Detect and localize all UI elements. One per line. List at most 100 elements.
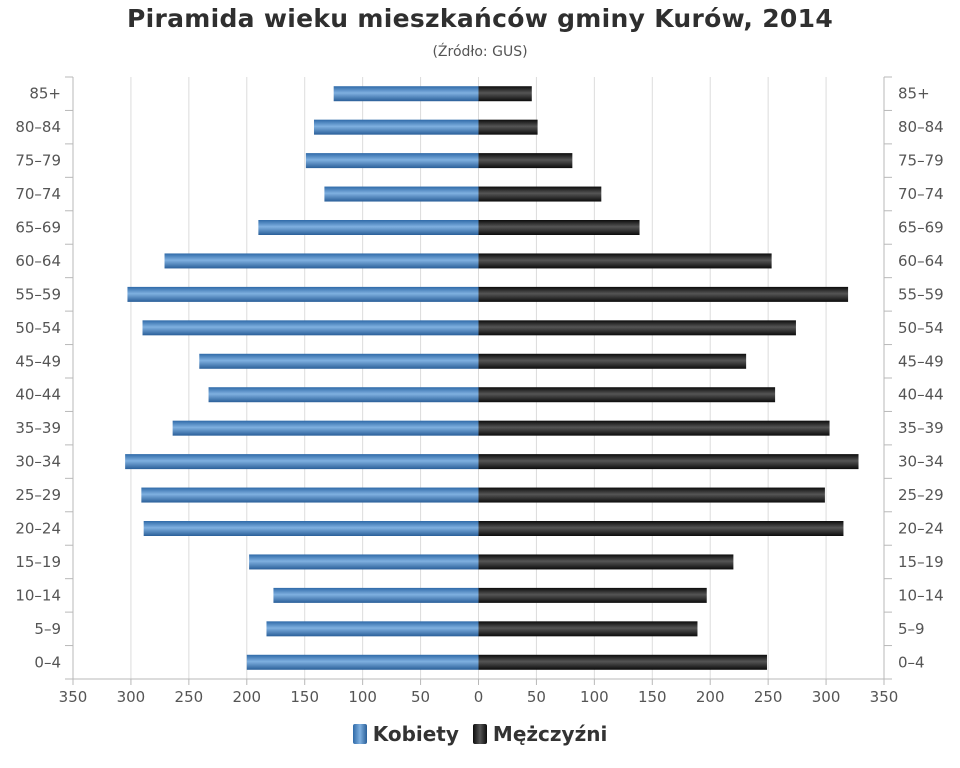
bar-mezczyzni <box>478 253 772 269</box>
category-label-left: 20–24 <box>15 520 61 538</box>
bar-kobiety <box>172 420 479 436</box>
category-label-left: 30–34 <box>15 453 61 471</box>
category-label-left: 85+ <box>29 85 61 103</box>
category-label-right: 15–19 <box>898 553 944 571</box>
category-label-right: 40–44 <box>898 386 944 404</box>
bar-mezczyzni <box>478 621 698 637</box>
x-tick-label: 250 <box>175 688 204 706</box>
x-tick-label: 50 <box>527 688 546 706</box>
x-tick-label: 350 <box>870 688 899 706</box>
bar-kobiety <box>142 320 479 336</box>
bar-kobiety <box>324 186 479 202</box>
category-label-right: 80–84 <box>898 118 944 136</box>
bar-mezczyzni <box>478 554 734 570</box>
bar-kobiety <box>249 554 479 570</box>
category-label-right: 45–49 <box>898 352 944 370</box>
x-tick-label: 150 <box>290 688 319 706</box>
bar-mezczyzni <box>478 654 767 670</box>
x-tick-label: 300 <box>117 688 146 706</box>
x-tick-label: 200 <box>232 688 261 706</box>
bar-kobiety <box>141 487 479 503</box>
category-label-left: 70–74 <box>15 185 61 203</box>
category-label-right: 20–24 <box>898 520 944 538</box>
category-label-left: 35–39 <box>15 419 61 437</box>
bar-mezczyzni <box>478 487 825 503</box>
category-label-right: 55–59 <box>898 285 944 303</box>
bar-mezczyzni <box>478 353 747 369</box>
bar-mezczyzni <box>478 119 538 135</box>
x-tick-label: 300 <box>812 688 841 706</box>
category-label-left: 55–59 <box>15 285 61 303</box>
bar-kobiety <box>305 153 479 169</box>
bar-kobiety <box>246 654 479 670</box>
category-label-left: 60–64 <box>15 252 61 270</box>
x-tick-label: 150 <box>638 688 667 706</box>
bar-kobiety <box>258 220 479 235</box>
legend-label-kobiety: Kobiety <box>372 722 459 746</box>
chart-title: Piramida wieku mieszkańców gminy Kurów, … <box>126 4 834 33</box>
category-label-left: 65–69 <box>15 219 61 237</box>
category-label-right: 70–74 <box>898 185 944 203</box>
legend: Kobiety Mężczyźni <box>0 722 960 746</box>
bar-mezczyzni <box>478 220 640 235</box>
category-label-right: 75–79 <box>898 152 944 170</box>
bar-kobiety <box>143 521 479 536</box>
legend-label-mezczyzni: Mężczyźni <box>492 722 608 746</box>
bar-kobiety <box>127 286 479 302</box>
category-label-right: 0–4 <box>898 653 925 671</box>
legend-item-mezczyzni[interactable]: Mężczyźni <box>472 722 608 746</box>
bar-mezczyzni <box>478 153 573 169</box>
category-label-right: 50–54 <box>898 319 944 337</box>
legend-swatch-kobiety <box>352 724 367 744</box>
category-label-left: 25–29 <box>15 486 61 504</box>
category-label-left: 45–49 <box>15 352 61 370</box>
chart-subtitle: (Źródło: GUS) <box>432 44 528 60</box>
x-tick-label: 0 <box>474 688 484 706</box>
category-label-left: 5–9 <box>34 620 61 638</box>
bar-mezczyzni <box>478 587 707 603</box>
x-tick-label: 350 <box>59 688 88 706</box>
category-label-right: 5–9 <box>898 620 925 638</box>
category-label-right: 65–69 <box>898 219 944 237</box>
bar-mezczyzni <box>478 387 776 403</box>
category-label-left: 15–19 <box>15 553 61 571</box>
category-label-right: 35–39 <box>898 419 944 437</box>
bar-kobiety <box>125 454 479 470</box>
bar-kobiety <box>333 86 479 102</box>
bar-mezczyzni <box>478 521 844 536</box>
category-label-right: 60–64 <box>898 252 944 270</box>
bar-mezczyzni <box>478 420 830 436</box>
x-tick-label: 100 <box>580 688 609 706</box>
axis-labels: 85+ 85+ 80–84 80–84 75–79 75–79 70–74 70–74 65–6… <box>15 85 943 706</box>
bar-mezczyzni <box>478 320 796 336</box>
bar-kobiety <box>266 621 479 637</box>
bar-kobiety <box>313 119 479 135</box>
category-label-left: 0–4 <box>34 653 61 671</box>
category-label-right: 25–29 <box>898 486 944 504</box>
category-label-right: 30–34 <box>898 453 944 471</box>
bars <box>125 86 859 670</box>
bar-mezczyzni <box>478 186 602 202</box>
bar-kobiety <box>273 587 479 603</box>
bar-mezczyzni <box>478 86 532 102</box>
bar-mezczyzni <box>478 454 859 470</box>
legend-swatch-mezczyzni <box>472 724 487 744</box>
category-label-right: 85+ <box>898 85 930 103</box>
x-tick-label: 100 <box>348 688 377 706</box>
category-label-left: 50–54 <box>15 319 61 337</box>
category-label-left: 75–79 <box>15 152 61 170</box>
x-tick-label: 200 <box>696 688 725 706</box>
bar-kobiety <box>208 387 479 403</box>
axes <box>65 76 892 685</box>
x-tick-label: 50 <box>411 688 430 706</box>
category-label-left: 40–44 <box>15 386 61 404</box>
category-label-right: 10–14 <box>898 586 944 604</box>
bar-kobiety <box>164 253 479 269</box>
legend-item-kobiety[interactable]: Kobiety <box>352 722 459 746</box>
category-label-left: 80–84 <box>15 118 61 136</box>
bar-kobiety <box>199 353 479 369</box>
x-tick-label: 250 <box>754 688 783 706</box>
category-label-left: 10–14 <box>15 586 61 604</box>
bar-mezczyzni <box>478 286 849 302</box>
